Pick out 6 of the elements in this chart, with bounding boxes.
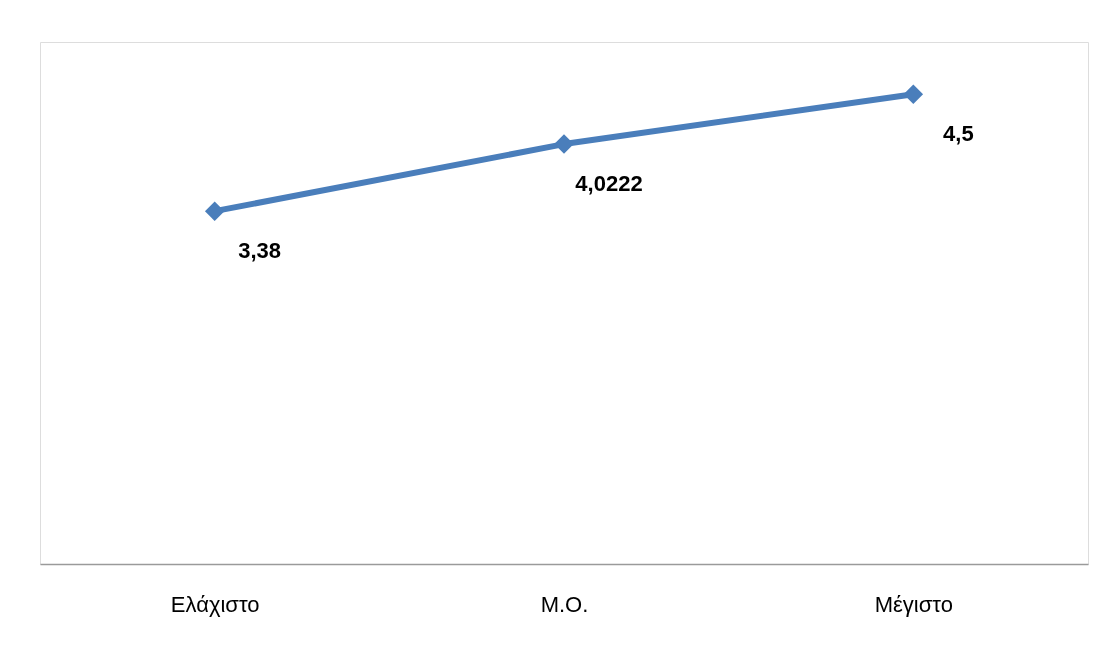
x-tick-label: Ελάχιστο: [170, 591, 260, 617]
x-tick-label: Μ.Ο.: [540, 591, 589, 617]
data-label: 4,0222: [575, 171, 643, 197]
x-tick-label: Μέγιστο: [874, 591, 953, 617]
data-label: 4,5: [943, 121, 974, 147]
data-label: 3,38: [238, 238, 282, 264]
